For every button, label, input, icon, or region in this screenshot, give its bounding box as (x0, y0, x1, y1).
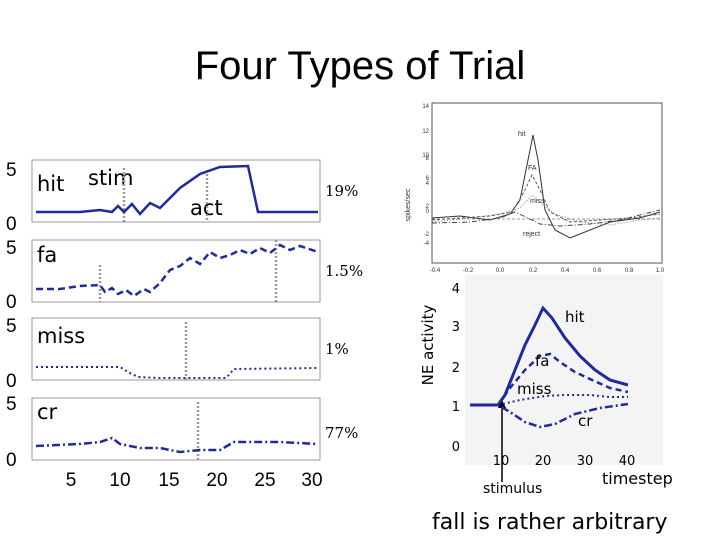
ne-ytick-0: 0 (452, 440, 460, 455)
fa-ytick-top: 5 (6, 238, 17, 259)
ne-cr-curve (470, 402, 629, 429)
spike-fa-curve (431, 173, 661, 223)
ne-xtick-20: 20 (535, 454, 552, 469)
spike-xtick-5: 0.6 (593, 268, 602, 274)
cr-trace (35, 436, 319, 454)
ne-xlabel: timestep (602, 469, 673, 488)
spike-ytick-m4: -4 (424, 241, 430, 247)
panel-label-hit: hit (37, 172, 64, 196)
xtick-10: 10 (109, 470, 130, 491)
spike-ytick-12: 12 (422, 129, 429, 135)
spike-xtick-6: 0.8 (625, 268, 634, 274)
spike-reject-curve (431, 209, 661, 227)
spike-xtick-1: -0.2 (463, 268, 474, 274)
miss-trace (36, 366, 319, 379)
spike-ytick-m2: -2 (424, 232, 430, 238)
panel-fa-frame (31, 239, 321, 303)
ne-ytick-3: 3 (452, 320, 460, 335)
spike-ytick-10: 10 (422, 153, 429, 159)
spike-xtick-7: 1.0 (656, 268, 665, 274)
panel-cr-frame (31, 397, 321, 461)
slide-title: Four Types of Trial (194, 44, 526, 88)
xtick-5: 5 (66, 470, 77, 491)
fa-trace (36, 243, 319, 298)
ne-fa-curve (496, 352, 629, 406)
spike-ytick-2: 2 (426, 204, 430, 210)
hit-ytick-top: 5 (6, 160, 17, 181)
ne-label-cr: cr (578, 412, 593, 430)
percent-miss: 1% (325, 340, 349, 358)
ne-ytick-1: 1 (452, 400, 460, 415)
ne-stimulus-arrowhead (498, 400, 506, 408)
spike-label-miss: miss (530, 198, 545, 205)
cr-ytick-top: 5 (6, 394, 17, 415)
ne-xtick-30: 30 (577, 454, 594, 469)
spike-label-hit: hit (518, 131, 525, 138)
xtick-30: 30 (301, 470, 322, 491)
percent-fa: 1.5% (325, 262, 364, 280)
hit-ytick-bottom: 0 (6, 214, 17, 235)
spike-xtick-4: 0.4 (561, 268, 570, 274)
ne-label-hit: hit (565, 308, 585, 326)
percent-cr: 77% (325, 424, 359, 442)
spike-xtick-0: -0.4 (430, 268, 441, 274)
spike-ytick-4: 4 (426, 181, 430, 187)
spike-xtick-2: 0.0 (496, 268, 505, 274)
spike-plot-frame (431, 102, 663, 264)
spike-ytick-6: 6 (426, 176, 430, 182)
spike-ytick-14: 14 (422, 104, 429, 110)
ne-plot-background (465, 275, 663, 465)
xtick-15: 15 (158, 470, 179, 491)
spike-label-fa: FA (528, 165, 537, 172)
ne-label-fa: fa (535, 352, 549, 370)
ne-ytick-2: 2 (452, 361, 460, 376)
ne-stimulus-label: stimulus (483, 481, 542, 497)
percent-hit: 19% (325, 182, 359, 200)
miss-ytick-top: 5 (6, 316, 17, 337)
hit-trace (36, 164, 318, 216)
fa-ytick-bottom: 0 (6, 292, 17, 313)
panel-hit-frame (31, 159, 321, 223)
spike-ytick-0: 0 (426, 209, 430, 215)
ne-label-miss: miss (517, 380, 552, 398)
spike-ylabel: spikes/sec (405, 188, 412, 221)
ne-ytick-4: 4 (452, 282, 460, 297)
caption: fall is rather arbitrary (432, 510, 668, 535)
panel-miss-frame (31, 317, 321, 381)
spike-miss-curve (431, 194, 661, 226)
cr-ytick-bottom: 0 (6, 450, 17, 471)
panel-label-cr: cr (37, 400, 58, 424)
xtick-20: 20 (206, 470, 227, 491)
spike-label-reject: reject (523, 231, 540, 238)
panel-label-miss: miss (37, 324, 85, 348)
spike-xtick-3: 0.2 (529, 268, 538, 274)
miss-ytick-bottom: 0 (6, 371, 17, 392)
ne-ylabel: NE activity (419, 305, 437, 386)
ne-xtick-40: 40 (619, 454, 636, 469)
panel-label-stim: stim (88, 166, 133, 190)
spike-ytick-8: 8 (426, 156, 430, 162)
ne-xtick-10: 10 (493, 454, 510, 469)
panel-label-fa: fa (37, 243, 57, 267)
xtick-25: 25 (254, 470, 275, 491)
